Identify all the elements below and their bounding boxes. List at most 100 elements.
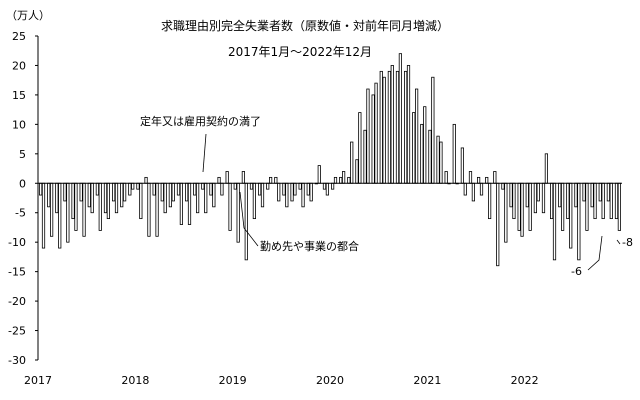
bar-retirement-contract xyxy=(501,182,505,190)
bar-employer-circumstances xyxy=(187,182,192,225)
bar-employer-circumstances xyxy=(171,182,175,202)
bar-retirement-contract xyxy=(339,176,343,184)
x-tick-label: 2022 xyxy=(511,374,539,387)
bar-retirement-contract xyxy=(298,182,302,190)
y-tick-label: -25 xyxy=(8,325,26,338)
bar-employer-circumstances xyxy=(236,182,240,243)
bar-retirement-contract xyxy=(63,182,67,202)
bar-retirement-contract xyxy=(347,176,351,184)
bar-employer-circumstances xyxy=(309,182,313,202)
bar-retirement-contract xyxy=(485,176,489,184)
bar-retirement-contract xyxy=(144,176,148,184)
bar-employer-circumstances xyxy=(528,182,532,231)
chart-title: 求職理由別完全失業者数（原数値・対前年同月増減） xyxy=(161,18,449,33)
bar-retirement-contract xyxy=(266,182,270,190)
bar-employer-circumstances xyxy=(496,182,500,267)
bar-employer-circumstances xyxy=(382,76,386,184)
bar-employer-circumstances xyxy=(285,182,289,208)
bar-retirement-contract xyxy=(493,171,497,184)
bar-retirement-contract xyxy=(387,70,391,184)
bars xyxy=(39,53,621,267)
bar-employer-circumstances xyxy=(366,88,370,184)
bar-employer-circumstances xyxy=(471,182,475,202)
bar-employer-circumstances xyxy=(350,141,354,184)
bar-employer-circumstances xyxy=(561,182,565,231)
bar-employer-circumstances xyxy=(90,182,94,214)
annotation-leader-line xyxy=(587,235,603,271)
bar-retirement-contract xyxy=(71,182,75,220)
bar-retirement-contract xyxy=(395,70,400,184)
bar-retirement-contract xyxy=(582,182,586,202)
annotation-label: -8 xyxy=(622,236,633,249)
bar-retirement-contract xyxy=(590,182,594,208)
annotation-label: 定年又は雇用契約の満了 xyxy=(140,114,261,128)
bar-employer-circumstances xyxy=(123,182,127,202)
bar-retirement-contract xyxy=(420,123,424,184)
bar-retirement-contract xyxy=(606,182,610,202)
bar-retirement-contract xyxy=(241,171,245,184)
bar-retirement-contract xyxy=(533,182,537,214)
bar-retirement-contract xyxy=(525,182,529,208)
bar-employer-circumstances xyxy=(98,182,102,231)
x-tick-label: 2019 xyxy=(219,374,247,387)
y-tick-label: 0 xyxy=(19,177,26,190)
bar-retirement-contract xyxy=(217,176,221,184)
bar-retirement-contract xyxy=(160,182,164,202)
bar-employer-circumstances xyxy=(415,88,419,184)
bar-employer-circumstances xyxy=(577,182,581,261)
bar-retirement-contract xyxy=(136,182,140,190)
bar-retirement-contract xyxy=(225,171,229,184)
bar-retirement-contract xyxy=(379,70,383,184)
annotation-label: 勤め先や事業の都合 xyxy=(260,239,359,253)
bar-retirement-contract xyxy=(120,182,124,208)
bar-employer-circumstances xyxy=(342,171,346,184)
bar-retirement-contract xyxy=(274,176,278,184)
bar-retirement-contract xyxy=(614,182,619,220)
annotation-leader-line xyxy=(202,133,207,173)
bar-retirement-contract xyxy=(444,171,448,184)
bar-employer-circumstances xyxy=(390,65,394,184)
y-tick-label: 10 xyxy=(12,118,26,131)
bar-employer-circumstances xyxy=(269,176,273,184)
y-axis-unit-label: （万人） xyxy=(6,9,50,22)
bar-retirement-contract xyxy=(541,182,546,214)
bar-retirement-contract xyxy=(209,182,213,196)
x-tick-label: 2020 xyxy=(316,374,344,387)
bar-retirement-contract xyxy=(103,182,108,214)
bar-retirement-contract xyxy=(558,182,562,208)
bar-employer-circumstances xyxy=(155,182,159,237)
bar-retirement-contract xyxy=(47,182,51,208)
bar-employer-circumstances xyxy=(601,182,605,220)
bar-employer-circumstances xyxy=(536,182,540,202)
bar-employer-circumstances xyxy=(463,182,467,196)
bar-employer-circumstances xyxy=(277,182,281,202)
x-axis: 2017 2018 2019 2020 2021 2022 xyxy=(24,374,539,387)
bar-retirement-contract xyxy=(477,176,481,184)
bar-employer-circumstances xyxy=(212,182,216,208)
bar-employer-circumstances xyxy=(609,182,613,220)
bar-retirement-contract xyxy=(428,129,432,184)
bar-retirement-contract xyxy=(112,182,116,202)
bar-retirement-contract xyxy=(290,182,294,202)
bar-retirement-contract xyxy=(468,171,473,184)
bar-employer-circumstances xyxy=(196,182,200,214)
bar-employer-circumstances xyxy=(220,182,224,196)
bar-employer-circumstances xyxy=(569,182,573,249)
bar-employer-circumstances xyxy=(439,141,443,184)
bar-employer-circumstances xyxy=(66,182,70,243)
y-tick-label: -20 xyxy=(8,295,26,308)
bar-retirement-contract xyxy=(355,159,359,184)
bar-employer-circumstances xyxy=(317,165,321,184)
x-tick-label: 2021 xyxy=(413,374,441,387)
annotation-leader-line xyxy=(239,191,259,247)
bar-retirement-contract xyxy=(258,182,262,196)
bar-employer-circumstances xyxy=(374,82,378,184)
bar-retirement-contract xyxy=(39,182,43,196)
bar-retirement-contract xyxy=(193,182,197,196)
bar-employer-circumstances xyxy=(82,182,86,237)
bar-retirement-contract xyxy=(509,182,513,208)
bar-employer-circumstances xyxy=(147,182,151,237)
bar-retirement-contract xyxy=(412,112,416,184)
bar-retirement-contract xyxy=(128,182,132,196)
bar-employer-circumstances xyxy=(293,182,297,196)
